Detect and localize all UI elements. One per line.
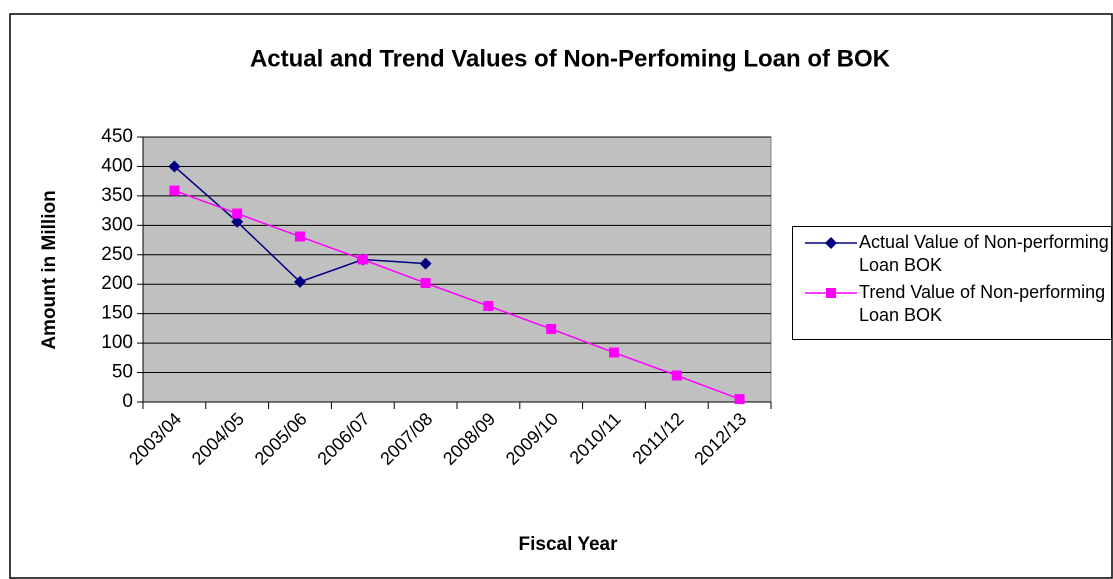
- legend-label: Trend Value of Non-performing Loan BOK: [859, 282, 1106, 325]
- data-point: [231, 215, 244, 228]
- plot-area: [142, 136, 772, 403]
- data-point: [483, 301, 494, 312]
- y-tick-label: 0: [122, 391, 133, 412]
- x-axis-title: Fiscal Year: [519, 534, 619, 555]
- legend-key: [805, 237, 857, 249]
- y-tick-label: 350: [101, 185, 133, 206]
- data-point: [419, 257, 432, 270]
- y-tick-label: 250: [101, 244, 133, 265]
- y-axis-title: Amount in Million: [39, 190, 60, 349]
- y-tick-label: 150: [101, 303, 133, 324]
- y-tick-label: 300: [101, 214, 133, 235]
- legend: Actual Value of Non-performing Loan BOK T…: [792, 226, 1112, 340]
- series-line: [174, 189, 740, 400]
- y-tick-label: 400: [101, 155, 133, 176]
- y-tick-label: 50: [112, 362, 133, 383]
- legend-marker: [825, 237, 837, 249]
- y-tick-label: 100: [101, 332, 133, 353]
- data-point: [546, 323, 557, 334]
- data-point: [169, 185, 180, 196]
- legend-label: Actual Value of Non-performing Loan BOK: [859, 232, 1109, 275]
- data-point: [232, 208, 243, 219]
- data-point: [357, 254, 368, 265]
- data-point: [734, 394, 745, 405]
- data-point: [609, 347, 619, 358]
- data-point: [420, 278, 431, 289]
- data-point: [294, 275, 306, 288]
- legend-item: Trend Value of Non-performing Loan BOK: [793, 281, 1111, 327]
- data-point: [295, 231, 305, 242]
- legend-item: Actual Value of Non-performing Loan BOK: [793, 231, 1111, 277]
- legend-key: [805, 288, 857, 298]
- data-point: [168, 160, 181, 173]
- y-tick-label: 200: [101, 273, 133, 294]
- y-tick-label: 450: [101, 126, 133, 147]
- chart-title: Actual and Trend Values of Non-Perfoming…: [250, 45, 891, 72]
- data-point: [671, 370, 682, 381]
- legend-marker: [826, 288, 836, 298]
